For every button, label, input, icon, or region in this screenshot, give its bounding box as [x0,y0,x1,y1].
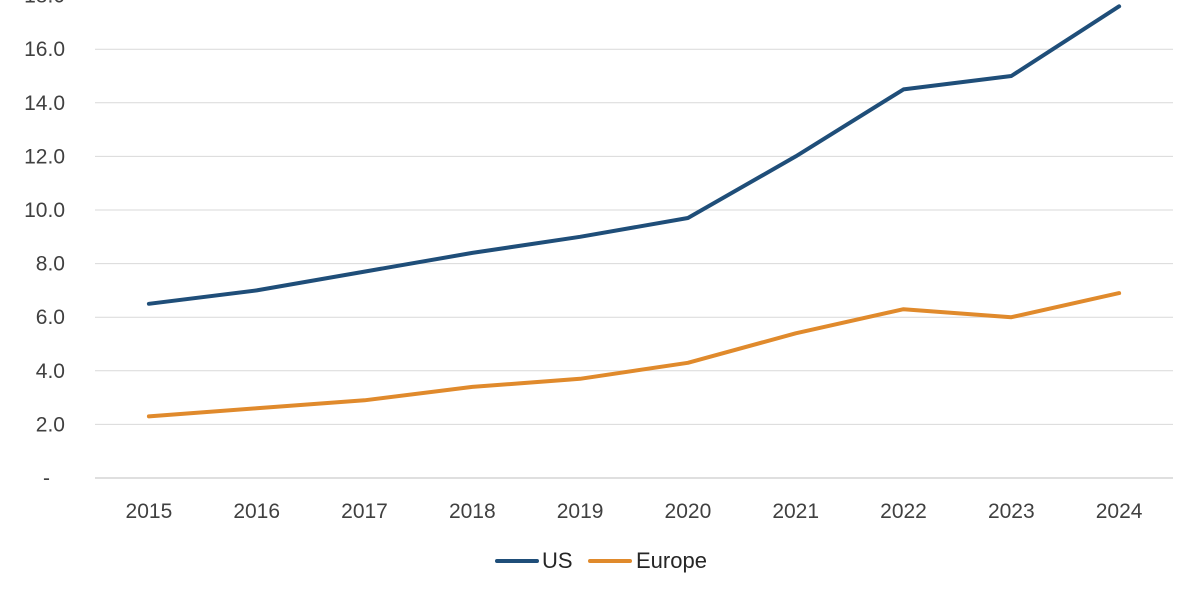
legend-label-europe: Europe [636,548,707,573]
x-tick-label: 2015 [126,500,173,523]
y-tick-label: 8.0 [36,253,65,276]
x-tick-label: 2019 [557,500,604,523]
y-axis-tick-labels: - 2.0 4.0 6.0 8.0 10.0 12.0 14.0 16.0 18.0 [24,0,65,490]
x-tick-label: 2017 [341,500,388,523]
y-tick-label: 6.0 [36,306,65,329]
legend-label-us: US [542,548,573,573]
x-tick-label: 2022 [880,500,927,523]
y-tick-label: - [43,467,50,490]
y-tick-label: 16.0 [24,38,65,61]
y-tick-label: 18.0 [24,0,65,8]
x-tick-label: 2020 [665,500,712,523]
y-tick-label: 14.0 [24,92,65,115]
gridlines [95,48,1173,479]
series-lines [146,4,1122,419]
series-line-europe [146,291,1122,419]
y-tick-label: 4.0 [36,360,65,383]
y-tick-label: 10.0 [24,199,65,222]
y-tick-label: 2.0 [36,413,65,436]
x-tick-label: 2018 [449,500,496,523]
x-tick-label: 2023 [988,500,1035,523]
x-tick-label: 2021 [772,500,819,523]
y-tick-label: 12.0 [24,145,65,168]
x-axis-tick-labels: 2015 2016 2017 2018 2019 2020 2021 2022 2023 2024 [126,500,1143,523]
x-tick-label: 2024 [1096,500,1143,523]
legend: US Europe [495,548,707,573]
series-line-us [146,4,1122,306]
x-tick-label: 2016 [233,500,280,523]
